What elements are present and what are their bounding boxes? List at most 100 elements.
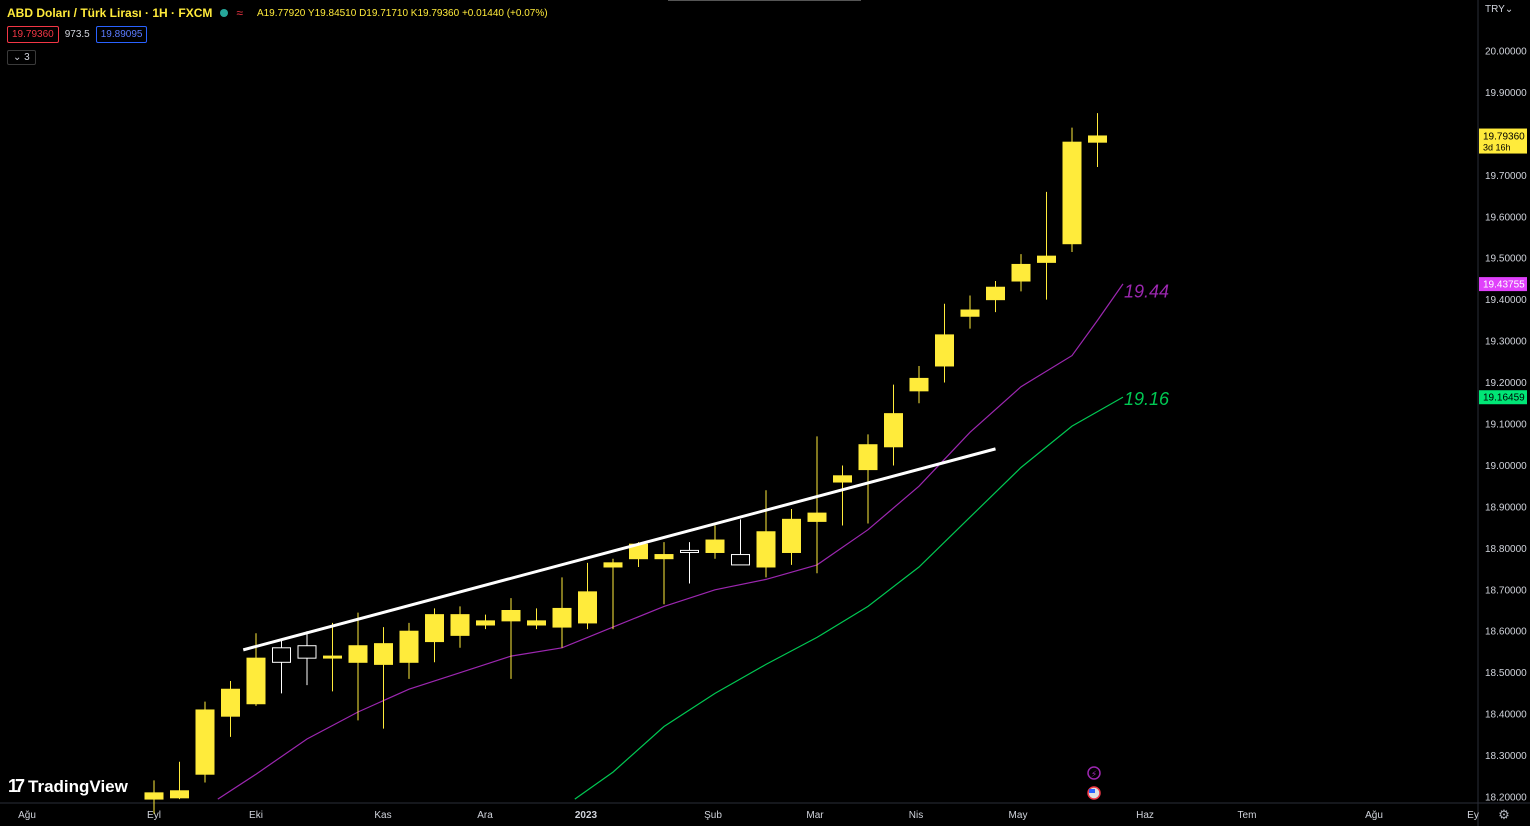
candle-body [246, 657, 266, 705]
settings-gear-icon[interactable]: ⚙ [1498, 807, 1510, 822]
x-tick-label: 2023 [575, 810, 598, 821]
indicator-toggle[interactable]: ⌄ 3 [7, 50, 36, 65]
x-tick-label: Ey [1467, 810, 1479, 821]
x-tick-label: Mar [806, 810, 824, 821]
candle-body [1062, 141, 1082, 245]
x-tick-label: May [1009, 810, 1028, 821]
currency-selector[interactable]: TRY⌄ [1485, 4, 1514, 15]
y-tick-label: 18.70000 [1485, 585, 1527, 596]
ma-slow-price-value: 19.16459 [1483, 393, 1525, 404]
last-price-tag [1479, 128, 1527, 154]
candle-body [297, 645, 317, 659]
candle-body [170, 790, 189, 799]
flag-event-icon-canton [1089, 789, 1095, 793]
x-tick-label: Nis [909, 810, 923, 821]
symbol-header: ABD Doları / Türk Lirası · 1H · FXCM ≈ A… [7, 6, 548, 20]
candle-body [578, 591, 597, 624]
trade-buttons: 19.79360 973.5 19.89095 [7, 26, 148, 43]
candle-body [858, 444, 878, 471]
x-tick-label: Tem [1238, 810, 1257, 821]
candle-body [1037, 255, 1056, 263]
tradingview-logo-icon: 17 [8, 776, 25, 796]
last-price-value: 19.79360 [1483, 132, 1525, 143]
y-tick-label: 18.90000 [1485, 502, 1527, 513]
countdown-value: 3d 16h [1483, 143, 1511, 153]
ma-slow-label: 19.16 [1124, 389, 1170, 409]
y-tick-label: 18.60000 [1485, 627, 1527, 638]
y-tick-label: 19.40000 [1485, 295, 1527, 306]
sell-button[interactable]: 19.79360 [7, 26, 59, 43]
x-tick-label: Haz [1136, 810, 1154, 821]
market-status-icon[interactable] [220, 9, 229, 17]
candle-body [833, 475, 852, 483]
ohlc-values: A19.77920 Y19.84510 D19.71710 K19.79360 … [256, 7, 548, 19]
y-tick-label: 19.60000 [1485, 212, 1527, 223]
ma-fast-price-value: 19.43755 [1483, 280, 1525, 291]
ma-fast-label: 19.44 [1124, 281, 1169, 301]
candle-body [731, 554, 750, 566]
x-tick-label: Ara [477, 810, 493, 821]
lightning-event-icon [1087, 766, 1101, 780]
y-tick-label: 19.90000 [1485, 88, 1527, 99]
candle-body [1088, 135, 1107, 143]
candle-body [425, 614, 444, 643]
y-tick-label: 19.20000 [1485, 378, 1527, 389]
candle-body [1011, 263, 1031, 282]
tradingview-logo[interactable]: 17 TradingView [8, 776, 128, 797]
candle-body [348, 645, 368, 663]
y-tick-label: 18.40000 [1485, 710, 1527, 721]
candle-body [705, 539, 725, 553]
x-tick-label: Ağu [1365, 810, 1383, 821]
ma-slow-price-tag [1479, 390, 1527, 405]
y-tick-label: 18.30000 [1485, 751, 1527, 762]
trendline [242, 447, 996, 652]
y-tick-label: 19.30000 [1485, 337, 1527, 348]
candle-body [195, 709, 215, 775]
buy-button[interactable]: 19.89095 [95, 26, 148, 43]
candle-body [527, 620, 546, 626]
candle-body [756, 531, 776, 568]
candle-body [323, 655, 342, 659]
candle-body [884, 413, 903, 448]
wave-icon[interactable]: ≈ [236, 6, 243, 20]
candle-body [603, 562, 623, 568]
tradingview-logo-text: TradingView [28, 776, 128, 796]
x-tick-label: Eki [249, 810, 263, 821]
candle-body [221, 688, 240, 717]
top-tab-indicator [668, 0, 861, 1]
y-tick-label: 19.70000 [1485, 171, 1527, 182]
candle-body [272, 647, 291, 663]
y-tick-label: 19.50000 [1485, 254, 1527, 265]
candle-body [909, 377, 929, 392]
y-tick-label: 18.50000 [1485, 668, 1527, 679]
candle-body [782, 518, 801, 553]
candle-body [935, 334, 954, 367]
ma-fast-price-tag [1479, 277, 1527, 292]
ma-slow-line [574, 396, 1124, 800]
symbol-title[interactable]: ABD Doları / Türk Lirası · 1H · FXCM [7, 6, 213, 20]
candle-body [986, 286, 1005, 301]
ma-fast-line [217, 283, 1124, 800]
y-tick-label: 18.80000 [1485, 544, 1527, 555]
lightning-event-glyph: ⚡ [1091, 769, 1097, 779]
y-tick-label: 18.20000 [1485, 793, 1527, 804]
candle-body [374, 643, 393, 665]
spread-value: 973.5 [64, 29, 90, 40]
candle-body [476, 620, 495, 626]
y-tick-label: 19.10000 [1485, 420, 1527, 431]
y-tick-label: 19.00000 [1485, 461, 1527, 472]
x-tick-label: Ağu [18, 810, 36, 821]
candle-body [501, 610, 521, 622]
candle-body [807, 512, 827, 522]
candle-body [450, 614, 470, 636]
candle-body [680, 549, 699, 553]
x-tick-label: Kas [374, 810, 391, 821]
y-tick-label: 20.00000 [1485, 47, 1527, 58]
x-tick-label: Şub [704, 810, 722, 821]
candle-body [960, 309, 980, 317]
candle-body [654, 554, 674, 560]
candle-body [399, 630, 419, 663]
candle-body [552, 607, 572, 628]
